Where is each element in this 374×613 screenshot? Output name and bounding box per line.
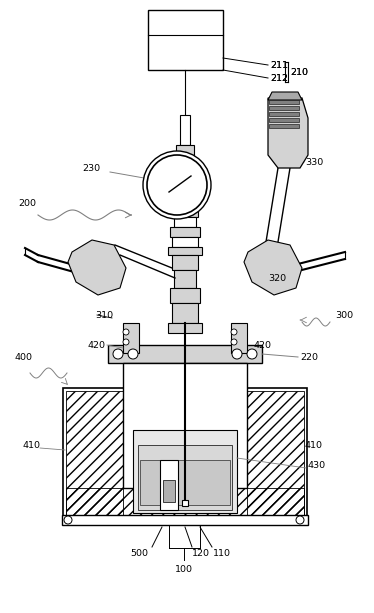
Text: 420: 420 <box>87 340 105 349</box>
Text: 110: 110 <box>213 549 231 557</box>
Text: 230: 230 <box>82 164 100 172</box>
Bar <box>231 323 247 353</box>
Bar <box>170 227 200 237</box>
Circle shape <box>296 516 304 524</box>
Text: 420: 420 <box>253 340 271 349</box>
Bar <box>175 195 195 207</box>
Circle shape <box>113 349 123 359</box>
Circle shape <box>123 329 129 335</box>
Bar <box>168 323 202 333</box>
Bar <box>174 270 196 288</box>
Bar <box>148 10 223 70</box>
Text: 120: 120 <box>192 549 210 557</box>
Bar <box>269 124 299 128</box>
Polygon shape <box>268 98 308 168</box>
Text: 500: 500 <box>130 549 148 557</box>
Bar <box>133 430 237 513</box>
Bar <box>269 106 299 110</box>
Text: 300: 300 <box>335 311 353 319</box>
Circle shape <box>247 349 257 359</box>
Circle shape <box>123 339 129 345</box>
Bar <box>182 500 188 506</box>
Bar <box>175 237 195 247</box>
Circle shape <box>231 339 237 345</box>
Bar <box>172 303 198 323</box>
Bar <box>180 115 190 145</box>
Text: 200: 200 <box>18 199 36 207</box>
Text: 210: 210 <box>290 67 308 77</box>
Circle shape <box>232 349 242 359</box>
Circle shape <box>143 151 211 219</box>
Bar <box>160 460 178 510</box>
Text: 211: 211 <box>270 61 288 69</box>
Text: 410: 410 <box>305 441 323 449</box>
Text: 100: 100 <box>175 566 193 574</box>
Bar <box>66 488 304 515</box>
Text: 410: 410 <box>22 441 40 449</box>
Bar <box>180 160 190 195</box>
Bar <box>172 255 198 270</box>
Bar <box>123 363 247 488</box>
Bar <box>108 345 262 363</box>
Circle shape <box>64 516 72 524</box>
Bar <box>174 217 196 227</box>
Text: 210: 210 <box>290 67 308 77</box>
Bar <box>63 388 307 518</box>
Text: 212: 212 <box>270 74 288 83</box>
Polygon shape <box>68 240 126 295</box>
Bar <box>172 237 198 247</box>
Bar <box>140 460 230 505</box>
Polygon shape <box>268 92 302 100</box>
Text: 400: 400 <box>14 352 32 362</box>
Bar <box>62 515 308 525</box>
Circle shape <box>147 155 207 215</box>
Bar <box>180 215 190 237</box>
Text: 310: 310 <box>95 311 113 319</box>
Bar <box>269 118 299 122</box>
Bar <box>170 288 200 303</box>
Bar <box>138 445 232 510</box>
Bar <box>247 391 304 515</box>
Bar <box>172 207 198 217</box>
Circle shape <box>128 349 138 359</box>
Text: 220: 220 <box>300 352 318 362</box>
Text: 430: 430 <box>308 460 326 470</box>
Text: 320: 320 <box>268 273 286 283</box>
Bar <box>176 145 194 160</box>
Bar <box>168 247 202 255</box>
Bar <box>66 391 123 515</box>
Bar <box>269 112 299 116</box>
Text: 211: 211 <box>270 61 288 69</box>
Bar <box>269 100 299 104</box>
Text: 330: 330 <box>305 158 323 167</box>
Text: 212: 212 <box>270 74 288 83</box>
Circle shape <box>231 329 237 335</box>
Bar <box>123 323 139 353</box>
Polygon shape <box>244 240 302 295</box>
Bar <box>163 480 175 502</box>
